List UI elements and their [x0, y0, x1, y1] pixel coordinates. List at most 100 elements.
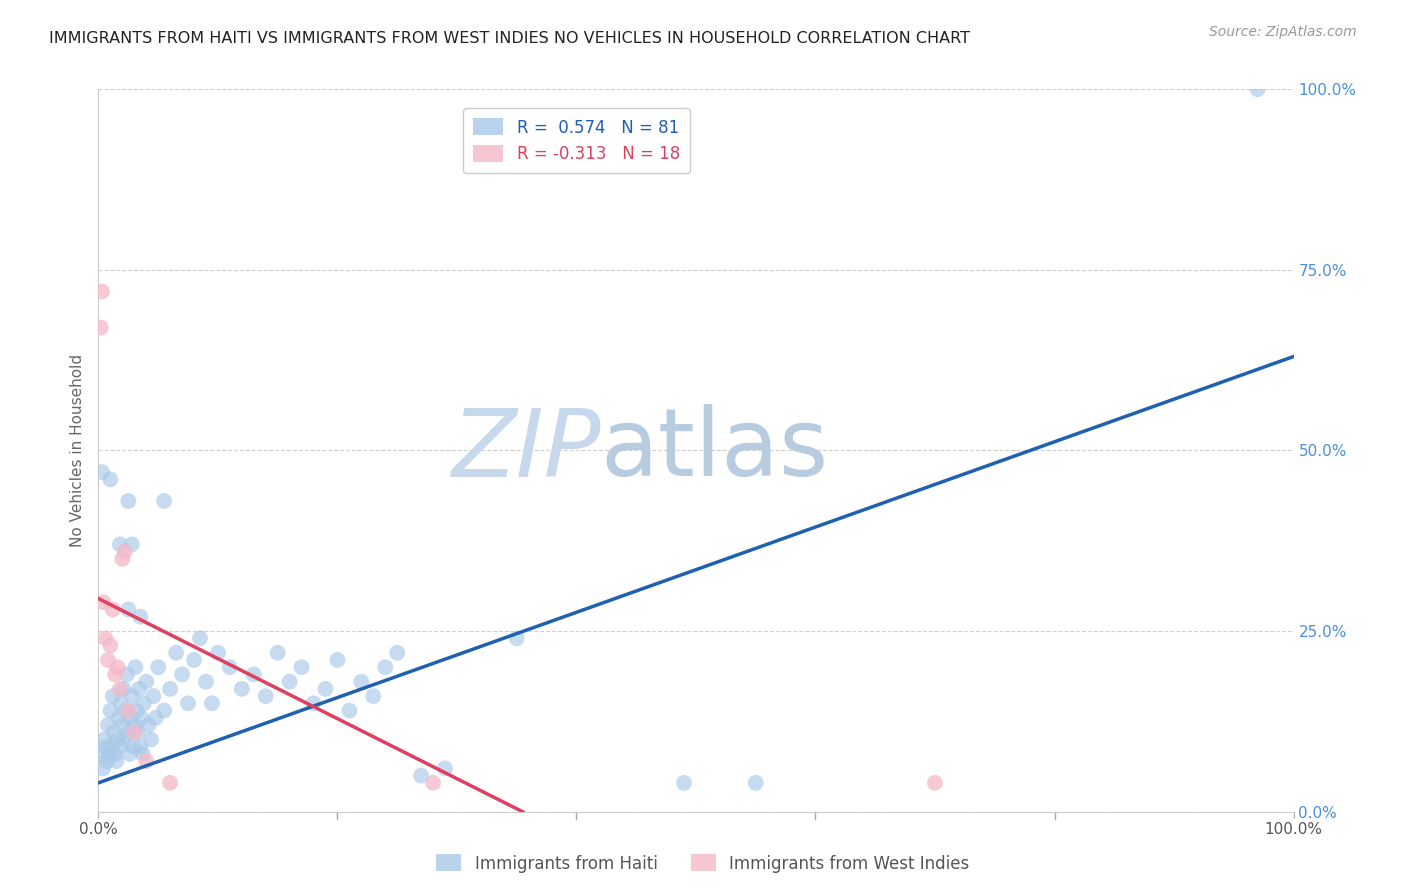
Point [745, 776, 768, 790]
Point [97, 653, 120, 667]
Point [302, 696, 325, 710]
Point [291, 660, 314, 674]
Point [94, 632, 117, 646]
Point [434, 761, 457, 775]
Point [142, 689, 165, 703]
Point [107, 711, 129, 725]
Point [219, 660, 242, 674]
Legend: Immigrants from Haiti, Immigrants from West Indies: Immigrants from Haiti, Immigrants from W… [430, 847, 976, 880]
Point [127, 725, 149, 739]
Point [111, 551, 134, 566]
Point [100, 739, 122, 754]
Point [135, 674, 157, 689]
Point [91, 761, 114, 775]
Point [98, 472, 122, 486]
Point [278, 674, 301, 689]
Point [117, 704, 139, 718]
Point [90, 320, 112, 334]
Point [112, 681, 135, 696]
Point [131, 711, 153, 725]
Point [231, 681, 253, 696]
Point [115, 667, 138, 681]
Point [97, 718, 120, 732]
Point [125, 704, 148, 718]
Point [98, 704, 122, 718]
Point [188, 632, 211, 646]
Point [153, 704, 176, 718]
Point [183, 653, 205, 667]
Point [98, 639, 122, 653]
Point [114, 544, 136, 558]
Point [104, 667, 127, 681]
Point [107, 732, 129, 747]
Point [148, 660, 170, 674]
Legend: R =  0.574   N = 81, R = -0.313   N = 18: R = 0.574 N = 81, R = -0.313 N = 18 [463, 108, 690, 173]
Point [104, 747, 127, 761]
Point [98, 747, 121, 761]
Point [108, 681, 131, 696]
Point [129, 739, 152, 754]
Point [139, 732, 162, 747]
Point [114, 732, 136, 747]
Point [177, 696, 200, 710]
Point [91, 595, 114, 609]
Text: Source: ZipAtlas.com: Source: ZipAtlas.com [1209, 25, 1357, 39]
Point [117, 725, 139, 739]
Point [159, 681, 181, 696]
Point [103, 725, 125, 739]
Point [91, 747, 114, 761]
Point [254, 689, 277, 703]
Text: IMMIGRANTS FROM HAITI VS IMMIGRANTS FROM WEST INDIES NO VEHICLES IN HOUSEHOLD CO: IMMIGRANTS FROM HAITI VS IMMIGRANTS FROM… [49, 31, 970, 46]
Point [1247, 82, 1270, 96]
Point [91, 285, 114, 299]
Text: atlas: atlas [600, 404, 828, 497]
Point [101, 689, 124, 703]
Point [115, 704, 138, 718]
Point [91, 465, 114, 479]
Point [128, 681, 150, 696]
Point [138, 718, 160, 732]
Point [243, 667, 266, 681]
Point [111, 718, 134, 732]
Point [153, 494, 176, 508]
Point [924, 776, 946, 790]
Point [107, 660, 129, 674]
Point [267, 646, 290, 660]
Point [201, 696, 224, 710]
Point [385, 646, 409, 660]
Point [108, 537, 131, 551]
Point [96, 754, 118, 768]
Point [326, 653, 349, 667]
Point [673, 776, 696, 790]
Point [411, 769, 433, 783]
Point [129, 609, 152, 624]
Point [121, 537, 143, 551]
Point [363, 689, 385, 703]
Point [339, 704, 361, 718]
Point [105, 754, 128, 768]
Point [118, 747, 141, 761]
Point [122, 739, 145, 754]
Point [117, 602, 139, 616]
Point [108, 739, 131, 754]
Point [159, 776, 181, 790]
Point [124, 660, 146, 674]
Point [110, 696, 132, 710]
Point [121, 689, 143, 703]
Point [120, 711, 142, 725]
Point [350, 674, 373, 689]
Point [101, 602, 124, 616]
Point [93, 732, 115, 747]
Point [195, 674, 218, 689]
Point [315, 681, 337, 696]
Point [124, 718, 146, 732]
Point [165, 646, 187, 660]
Point [135, 754, 157, 768]
Point [132, 696, 155, 710]
Point [374, 660, 396, 674]
Point [172, 667, 194, 681]
Point [145, 711, 167, 725]
Point [422, 776, 444, 790]
Point [131, 747, 153, 761]
Point [117, 494, 139, 508]
